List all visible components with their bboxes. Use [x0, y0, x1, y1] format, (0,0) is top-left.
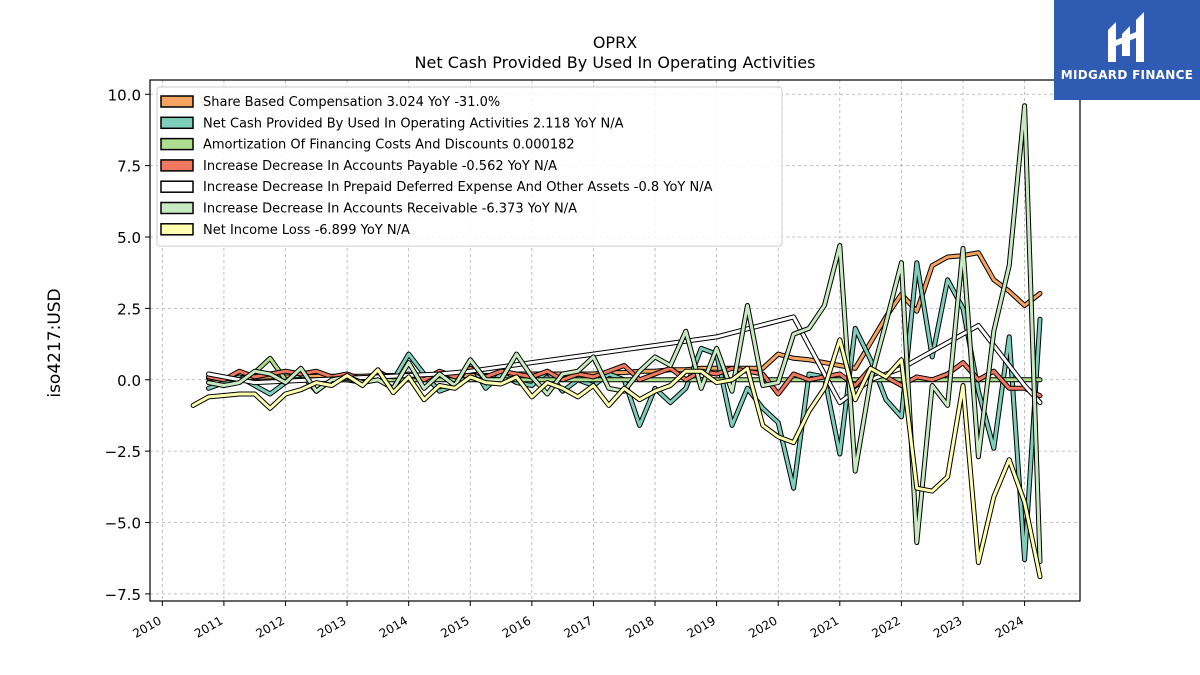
- x-tick-label: 2020: [746, 613, 779, 640]
- legend-label: Increase Decrease In Accounts Receivable…: [203, 202, 577, 217]
- legend: Share Based Compensation 3.024 YoY -31.0…: [156, 86, 783, 247]
- x-tick-label: 2014: [377, 613, 410, 640]
- chart-title: OPRX: [593, 33, 637, 52]
- x-tick-label: 2015: [438, 613, 471, 640]
- legend-swatch: [160, 116, 194, 130]
- legend-label: Amortization Of Financing Costs And Disc…: [203, 138, 575, 153]
- x-tick-label: 2012: [254, 613, 287, 640]
- x-tick-label: 2016: [500, 613, 533, 640]
- series-line: [206, 314, 1043, 406]
- y-tick-label: −7.5: [105, 586, 141, 604]
- x-tick-label: 2018: [623, 613, 656, 640]
- x-tick-label: 2013: [315, 613, 348, 640]
- legend-swatch: [160, 137, 194, 151]
- x-tick-label: 2021: [808, 613, 841, 640]
- legend-label: Increase Decrease In Prepaid Deferred Ex…: [203, 180, 713, 195]
- y-tick-label: 2.5: [117, 300, 141, 318]
- y-tick-label: 10.0: [108, 86, 141, 104]
- x-tick-label: 2019: [685, 613, 718, 640]
- brand-mark-icon: [1108, 12, 1144, 62]
- legend-swatch: [160, 95, 194, 108]
- series-line: [190, 337, 1043, 580]
- legend-label: Increase Decrease In Accounts Payable -0…: [203, 159, 557, 174]
- legend-swatch: [160, 159, 194, 172]
- plot-frame: [149, 79, 1081, 602]
- brand-name: MIDGARD FINANCE: [1060, 68, 1194, 82]
- y-tick-label: −5.0: [105, 514, 141, 532]
- x-tick-label: 2023: [931, 613, 964, 640]
- y-tick-label: −2.5: [105, 443, 141, 461]
- x-tick-label: 2022: [869, 613, 902, 640]
- legend-label: Net Cash Provided By Used In Operating A…: [203, 116, 624, 131]
- chart-subtitle: Net Cash Provided By Used In Operating A…: [415, 53, 816, 72]
- x-tick-label: 2024: [993, 613, 1026, 640]
- legend-box: [156, 86, 783, 247]
- y-tick-label: 0.0: [117, 372, 141, 390]
- legend-label: Share Based Compensation 3.024 YoY -31.0…: [203, 95, 500, 110]
- x-tick-label: 2011: [192, 613, 225, 640]
- series-line-stroke: [191, 338, 1042, 579]
- legend-swatch: [160, 180, 194, 193]
- y-axis-label: iso4217:USD: [45, 288, 65, 397]
- legend-label: Net Income Loss -6.899 YoY N/A: [203, 223, 410, 238]
- legend-swatch: [160, 201, 194, 215]
- x-tick-label: 2010: [130, 613, 163, 640]
- series-line-stroke: [207, 315, 1042, 405]
- y-tick-label: 7.5: [117, 158, 141, 176]
- series-lines: [190, 103, 1043, 580]
- brand-logo: MIDGARD FINANCE: [1054, 0, 1200, 100]
- x-tick-label: 2017: [561, 613, 594, 640]
- legend-swatch: [160, 223, 194, 236]
- y-tick-label: 5.0: [117, 229, 141, 247]
